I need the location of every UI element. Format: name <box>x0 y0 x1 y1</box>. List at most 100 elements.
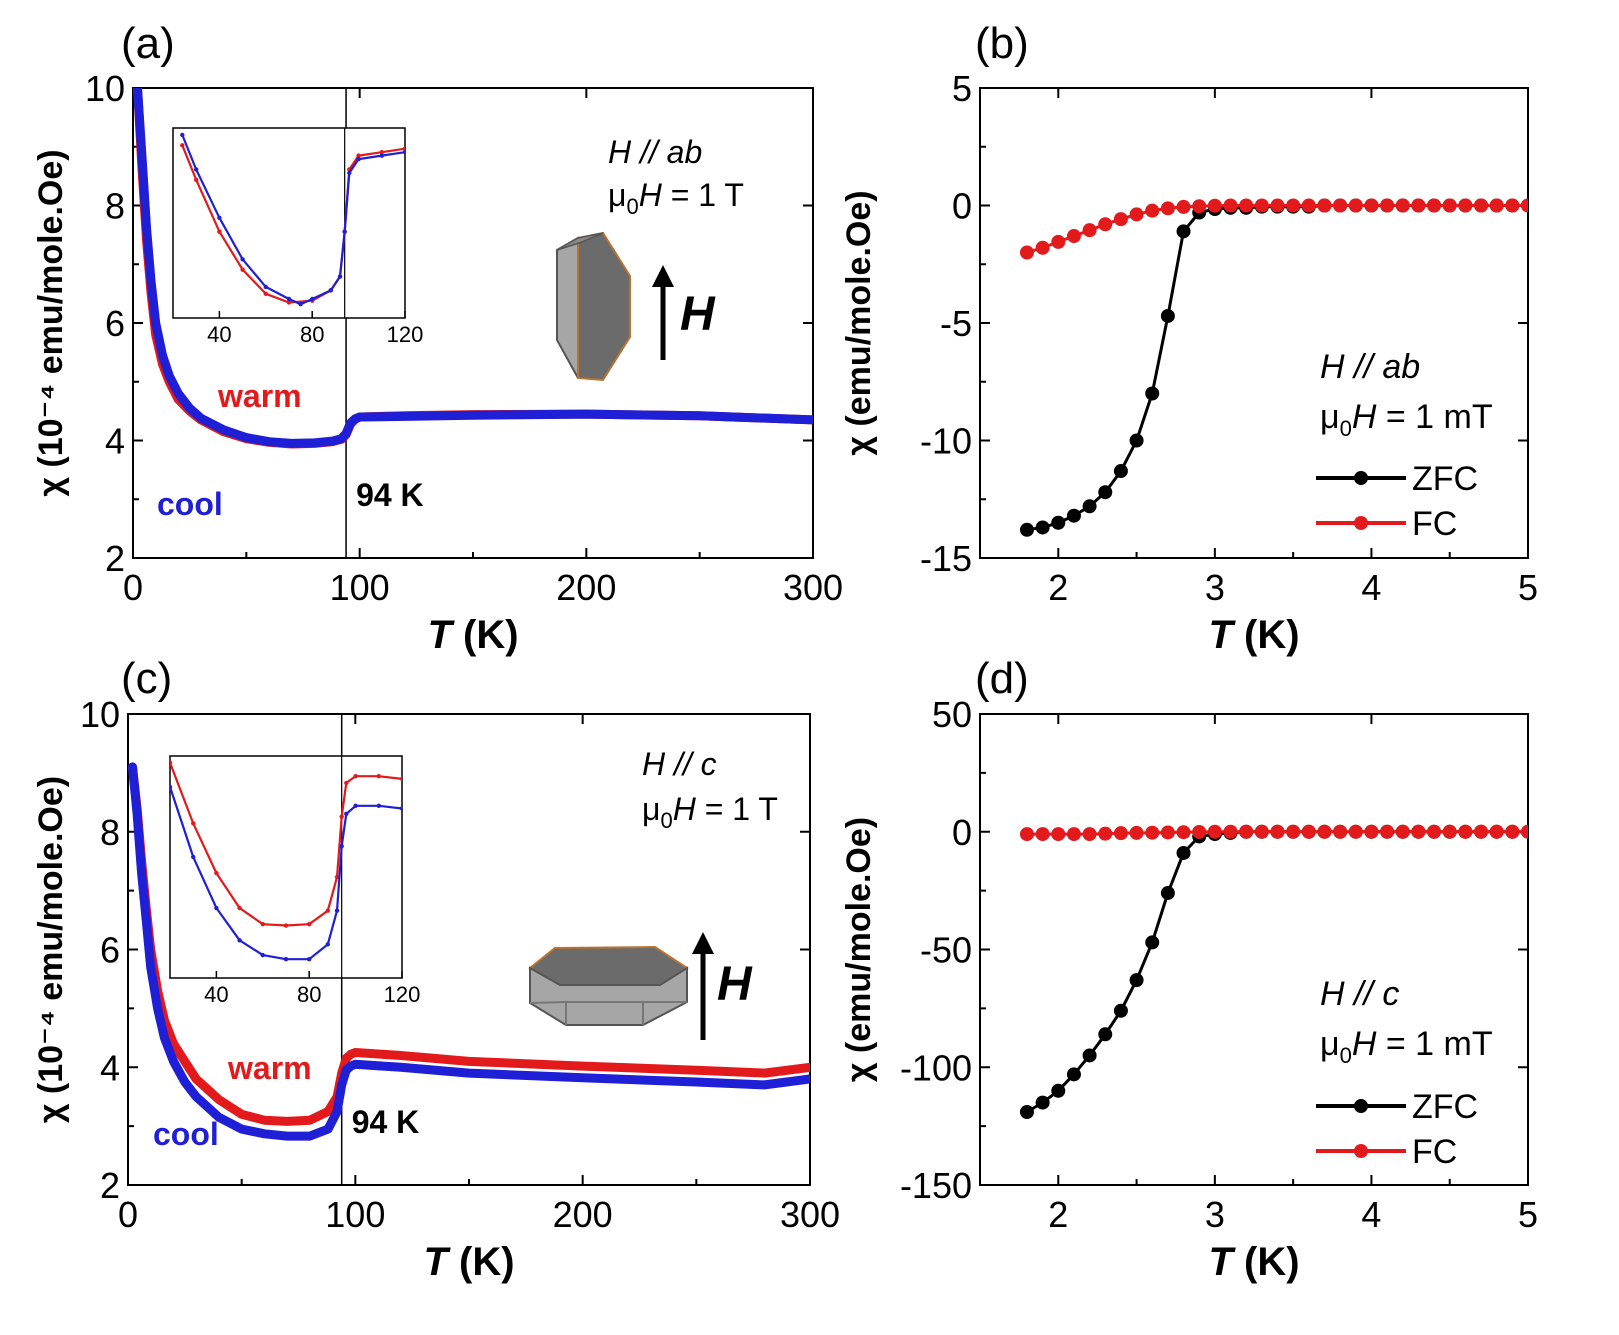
inset-x-tick-label: 120 <box>384 982 421 1007</box>
inset-data-point-warm <box>180 143 185 148</box>
field-direction: H // ab <box>608 134 702 170</box>
field-direction: H // c <box>642 746 717 782</box>
data-point-FC <box>1223 198 1238 213</box>
data-point-cool <box>147 963 155 971</box>
data-point-ZFC <box>1145 386 1160 401</box>
inset-data-point-cool <box>356 156 361 162</box>
x-tick-label: 2 <box>1048 1194 1068 1235</box>
crystal-illustration <box>528 945 689 1026</box>
inset-data-point-cool <box>347 170 352 176</box>
inset-data-point-cool <box>194 167 199 172</box>
inset-frame <box>169 755 403 979</box>
legend-label-FC: FC <box>1412 1133 1457 1171</box>
data-point-FC <box>1160 825 1175 840</box>
data-point-FC <box>1489 824 1504 839</box>
data-point-ZFC <box>1176 224 1191 239</box>
y-tick-label: 8 <box>105 186 125 227</box>
field-value-number: = 1 T <box>662 177 744 213</box>
y-tick-label: 4 <box>100 1047 120 1088</box>
data-point-warm <box>351 1049 359 1057</box>
panel-label: (c) <box>121 654 172 703</box>
inset-data-point-cool <box>325 942 330 947</box>
inset-data-point-cool <box>260 952 265 958</box>
data-point-FC <box>1129 207 1144 222</box>
data-point-ZFC <box>1082 499 1097 514</box>
data-point-FC <box>1458 824 1473 839</box>
inset-data-point-warm <box>353 773 358 779</box>
data-point-ZFC <box>1035 1095 1050 1110</box>
data-point-cool <box>310 439 318 447</box>
data-point-FC <box>1364 824 1379 839</box>
field-value-symbol: H <box>1352 398 1377 436</box>
x-axis-title: T (K) <box>427 613 518 657</box>
data-point-FC <box>1333 824 1348 839</box>
data-point-FC <box>1051 827 1066 842</box>
field-direction-symbol: H <box>608 134 632 170</box>
data-point-FC <box>1098 826 1113 841</box>
data-point-warm <box>397 1051 405 1059</box>
y-tick-label: 0 <box>952 186 972 227</box>
inset-data-point-cool <box>337 274 343 279</box>
inset-data-point-cool <box>298 301 303 307</box>
legend-marker-ZFC <box>1354 1099 1368 1113</box>
data-layer <box>1019 198 1528 537</box>
inset-data-point-cool <box>339 843 344 849</box>
data-point-ZFC <box>1019 1104 1034 1119</box>
field-arrow-label: H <box>680 288 716 341</box>
field-value: μ0H = 1 mT <box>1320 398 1493 441</box>
data-point-FC <box>1270 198 1285 213</box>
inset-data-point-warm <box>214 870 219 876</box>
data-point-warm <box>306 1116 314 1124</box>
inset-data-point-warm <box>307 921 312 927</box>
inset-data-point-cool <box>328 288 333 293</box>
field-direction-symbol: H <box>642 746 666 782</box>
y-tick-label: 10 <box>80 694 120 735</box>
inset-frame <box>172 127 406 319</box>
y-tick-label: 10 <box>85 68 125 109</box>
x-tick-label: 3 <box>1205 567 1225 608</box>
data-point-FC <box>1098 217 1113 232</box>
inset-data-point-cool <box>286 296 292 302</box>
data-point-cool <box>215 1113 223 1121</box>
data-point-FC <box>1019 245 1034 260</box>
data-point-cool <box>579 1074 587 1082</box>
data-point-cool <box>306 1132 314 1140</box>
data-point-FC <box>1239 198 1254 213</box>
curve-label-cool: cool <box>157 486 223 522</box>
panel-d: (d) 2 3 4 5 -150 -100 -50 0 50 T (K) χ (emu/mole.Oe… <box>840 654 1538 1284</box>
data-point-FC <box>1348 824 1363 839</box>
inset-data-point-warm <box>286 300 292 305</box>
x-tick-label: 100 <box>330 567 390 608</box>
data-point-FC <box>1019 827 1034 842</box>
data-point-cool <box>142 916 150 924</box>
inset-data-point-cool <box>353 803 358 808</box>
field-value-mu: μ <box>1320 1025 1340 1063</box>
data-point-FC <box>1458 198 1473 213</box>
data-point-cool <box>138 869 146 877</box>
field-direction: H // ab <box>1320 348 1420 386</box>
inset-data-point-cool <box>214 905 219 911</box>
inset: 40 80 120 <box>172 127 423 347</box>
y-tick-label: 2 <box>105 538 125 579</box>
inset-data-point-warm <box>283 923 289 928</box>
inset-data-point-warm <box>339 814 344 819</box>
data-point-cool <box>324 1125 332 1133</box>
data-point-FC <box>1505 198 1520 213</box>
crystal-side-face <box>556 236 579 379</box>
data-point-FC <box>1254 824 1269 839</box>
data-point-cool <box>401 412 409 420</box>
data-point-cool <box>809 416 813 424</box>
data-point-FC <box>1066 229 1081 244</box>
data-point-FC <box>1489 198 1504 213</box>
x-tick-label: 100 <box>325 1194 385 1235</box>
inset-data-layer <box>180 128 405 318</box>
data-point-cool <box>133 810 141 818</box>
inset-data-point-warm <box>263 291 268 297</box>
data-point-FC <box>1207 824 1222 839</box>
data-point-FC <box>1301 824 1316 839</box>
field-arrow-head <box>692 932 714 954</box>
data-point-FC <box>1505 824 1520 839</box>
data-point-cool <box>134 88 142 92</box>
data-point-cool <box>154 1004 162 1012</box>
y-tick-label: -10 <box>920 421 972 462</box>
